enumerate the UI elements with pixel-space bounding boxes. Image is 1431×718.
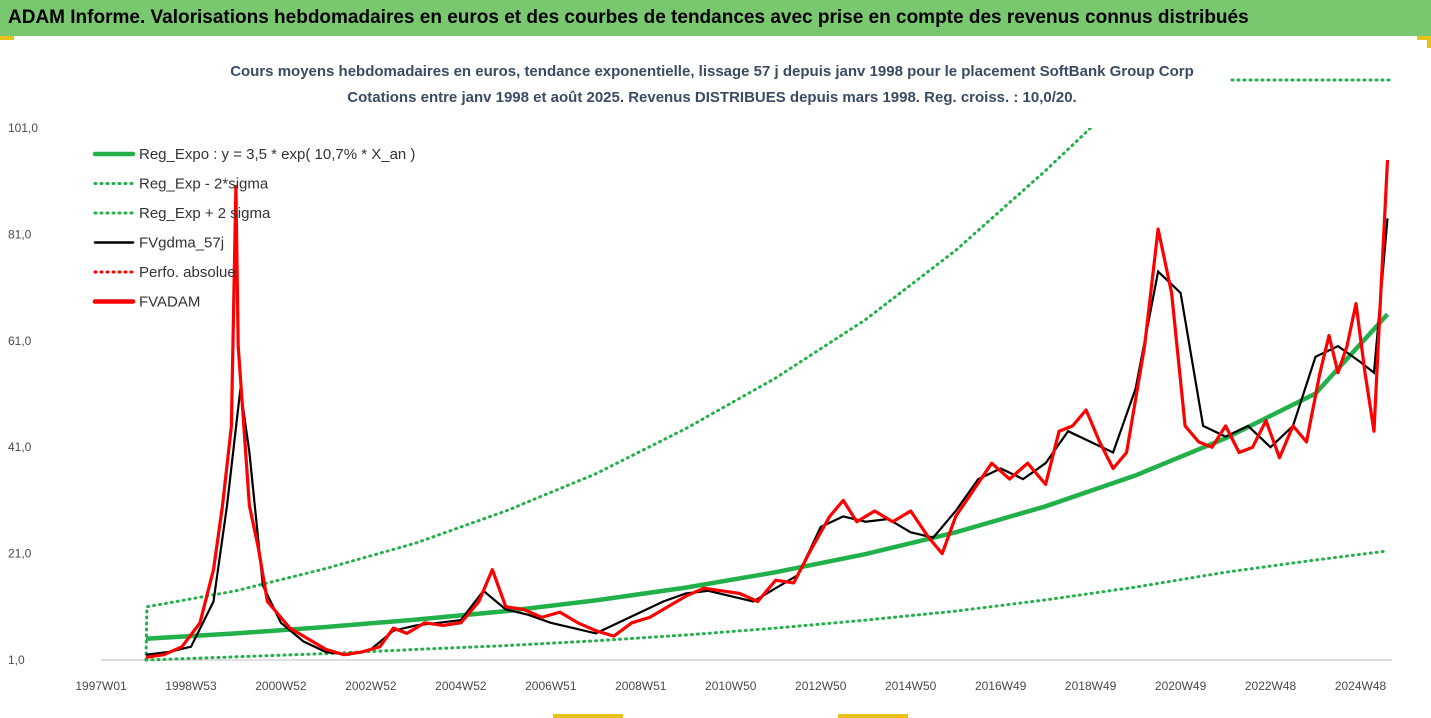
series-reg-exp-minus-2sigma	[144, 549, 1389, 662]
x-axis: 1997W01 1998W53 2000W52 2002W52 2004W52 2006W…	[75, 679, 1386, 693]
x-tick-label: 2018W49	[1065, 679, 1117, 693]
legend-label: FVgdma_57j	[139, 235, 224, 252]
x-tick-label: 2010W50	[705, 679, 757, 693]
x-tick-label: 2000W52	[255, 679, 307, 693]
y-tick-label: 81,0	[8, 227, 32, 241]
x-tick-label: 2016W49	[975, 679, 1027, 693]
report-header: ADAM Informe. Valorisations hebdomadaire…	[0, 0, 1431, 36]
y-tick-label: 21,0	[8, 547, 32, 561]
chart-subtitle: Cotations entre janv 1998 et août 2025. …	[347, 89, 1076, 106]
series-reg-exp-plus-2sigma	[144, 128, 1093, 662]
x-tick-label: 2022W48	[1245, 679, 1297, 693]
series-fvadam	[145, 159, 1390, 659]
legend: Reg_Expo : y = 3,5 * exp( 10,7% * X_an )…	[92, 146, 415, 311]
chart-area: Cours moyens hebdomadaires en euros, ten…	[8, 63, 1394, 693]
x-tick-label: 2004W52	[435, 679, 487, 693]
x-tick-label: 2014W50	[885, 679, 937, 693]
y-tick-label: 61,0	[8, 334, 32, 348]
series-fvgdma-57j	[145, 218, 1389, 656]
corner-accent-bottom-left	[553, 714, 623, 718]
report-title: ADAM Informe. Valorisations hebdomadaire…	[8, 7, 1249, 28]
y-axis: 1,0 21,0 41,0 61,0 81,0 101,0	[8, 121, 38, 667]
x-tick-label: 2008W51	[615, 679, 667, 693]
corner-accent-right	[1417, 36, 1431, 40]
y-tick-label: 1,0	[8, 653, 25, 667]
corner-accent-left	[0, 36, 14, 40]
legend-label: Reg_Expo : y = 3,5 * exp( 10,7% * X_an )	[139, 146, 415, 163]
x-tick-label: 2012W50	[795, 679, 847, 693]
x-tick-label: 2024W48	[1335, 679, 1387, 693]
x-tick-label: 2002W52	[345, 679, 397, 693]
series-reg-expo	[145, 312, 1390, 641]
legend-label: Reg_Exp - 2*sigma	[139, 176, 269, 193]
legend-label: Reg_Exp + 2 sigma	[139, 205, 271, 222]
x-tick-label: 1998W53	[165, 679, 217, 693]
corner-accent-bottom-mid	[838, 714, 908, 718]
series-group	[144, 78, 1394, 662]
legend-label: FVADAM	[139, 294, 200, 311]
chart-title: Cours moyens hebdomadaires en euros, ten…	[230, 63, 1194, 80]
corner-accent-right-v	[1427, 36, 1431, 48]
x-tick-label: 2020W49	[1155, 679, 1207, 693]
y-tick-label: 101,0	[8, 121, 38, 135]
x-tick-label: 2006W51	[525, 679, 577, 693]
y-tick-label: 41,0	[8, 440, 32, 454]
x-tick-label: 1997W01	[75, 679, 127, 693]
legend-label: Perfo. absolue	[139, 264, 236, 281]
